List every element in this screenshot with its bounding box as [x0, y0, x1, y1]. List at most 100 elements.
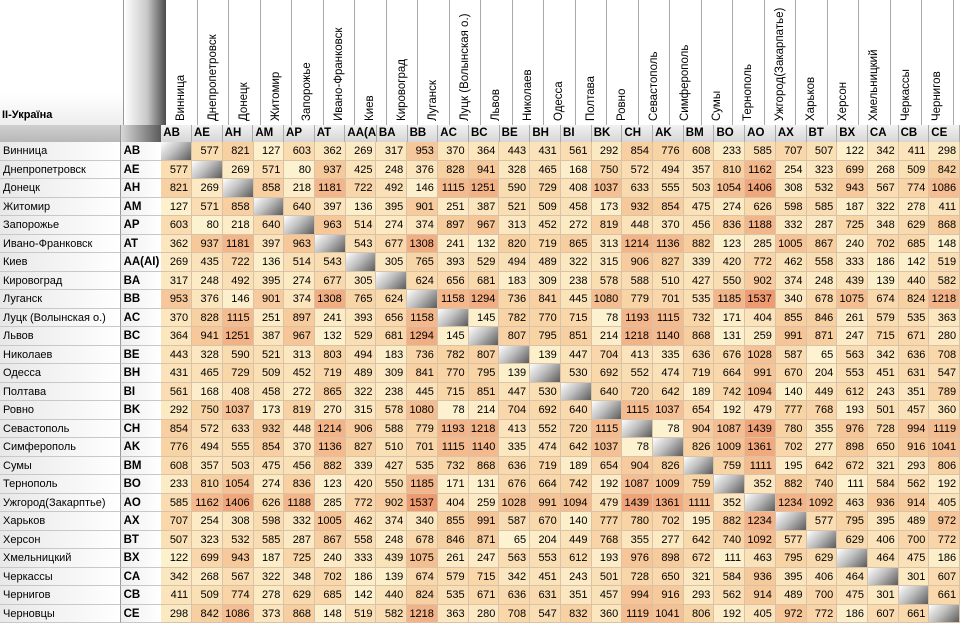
distance-cell[interactable]: 503: [684, 179, 715, 198]
distance-cell[interactable]: 131: [714, 327, 745, 346]
distance-cell[interactable]: 189: [561, 457, 592, 476]
distance-cell[interactable]: 411: [929, 198, 960, 217]
distance-cell[interactable]: 475: [837, 586, 868, 605]
distance-cell[interactable]: 269: [161, 253, 192, 272]
column-header[interactable]: Харьков: [796, 0, 828, 125]
distance-cell[interactable]: 1086: [929, 179, 960, 198]
row-city-name[interactable]: Полтава: [0, 383, 121, 402]
column-code[interactable]: AH: [223, 125, 254, 142]
row-city-name[interactable]: Тернополь: [0, 475, 121, 494]
distance-cell[interactable]: 189: [684, 383, 715, 402]
row-city-name[interactable]: Черновцы: [0, 605, 121, 623]
distance-cell[interactable]: 509: [254, 364, 285, 383]
distance-cell[interactable]: 332: [776, 216, 807, 235]
distance-cell[interactable]: 427: [684, 272, 715, 291]
distance-cell[interactable]: 555: [653, 179, 684, 198]
distance-cell[interactable]: 953: [407, 142, 438, 161]
distance-cell[interactable]: 836: [714, 216, 745, 235]
distance-cell[interactable]: 702: [653, 512, 684, 531]
distance-cell[interactable]: 1111: [745, 457, 776, 476]
distance-cell[interactable]: 510: [376, 438, 407, 457]
distance-cell[interactable]: 1537: [745, 290, 776, 309]
distance-cell[interactable]: 1162: [745, 161, 776, 180]
distance-cell[interactable]: 642: [807, 457, 838, 476]
distance-cell[interactable]: 664: [714, 364, 745, 383]
distance-cell[interactable]: 552: [530, 420, 561, 439]
distance-cell[interactable]: 728: [622, 568, 653, 587]
distance-cell[interactable]: 868: [684, 327, 715, 346]
distance-cell[interactable]: 292: [592, 142, 623, 161]
distance-cell[interactable]: 563: [837, 346, 868, 365]
distance-cell[interactable]: 661: [929, 586, 960, 605]
column-code[interactable]: BI: [561, 125, 592, 142]
column-code[interactable]: AC: [438, 125, 469, 142]
distance-cell[interactable]: 826: [684, 438, 715, 457]
distance-cell[interactable]: 882: [315, 457, 346, 476]
distance-cell[interactable]: 661: [899, 605, 930, 623]
distance-cell[interactable]: 806: [929, 457, 960, 476]
distance-cell[interactable]: 145: [469, 309, 500, 328]
row-city-code[interactable]: AH: [121, 179, 162, 198]
distance-cell[interactable]: 507: [807, 142, 838, 161]
distance-cell[interactable]: 1041: [929, 438, 960, 457]
distance-cell[interactable]: 937: [315, 161, 346, 180]
distance-cell[interactable]: 142: [346, 586, 377, 605]
row-city-name[interactable]: Запорожье: [0, 216, 121, 235]
distance-cell[interactable]: 274: [376, 216, 407, 235]
distance-cell[interactable]: 676: [714, 346, 745, 365]
distance-cell[interactable]: 397: [254, 235, 285, 254]
distance-cell[interactable]: 1251: [469, 179, 500, 198]
distance-cell[interactable]: 168: [192, 383, 223, 402]
distance-cell[interactable]: 335: [499, 438, 530, 457]
distance-cell[interactable]: 898: [837, 438, 868, 457]
distance-cell[interactable]: 1214: [315, 420, 346, 439]
distance-cell[interactable]: 810: [714, 161, 745, 180]
distance-cell[interactable]: 404: [745, 309, 776, 328]
distance-cell[interactable]: 932: [254, 420, 285, 439]
distance-cell[interactable]: 740: [807, 475, 838, 494]
column-code[interactable]: AB: [161, 125, 192, 142]
distance-cell[interactable]: 629: [284, 586, 315, 605]
distance-cell[interactable]: 1080: [407, 401, 438, 420]
distance-cell[interactable]: 1115: [438, 179, 469, 198]
distance-cell[interactable]: 561: [161, 383, 192, 402]
distance-cell[interactable]: 1037: [223, 401, 254, 420]
distance-cell[interactable]: 348: [868, 216, 899, 235]
distance-cell[interactable]: 315: [592, 253, 623, 272]
row-city-name[interactable]: Днепропетровск: [0, 161, 121, 180]
distance-cell[interactable]: 187: [254, 549, 285, 568]
distance-cell[interactable]: 397: [315, 198, 346, 217]
distance-cell[interactable]: 901: [254, 290, 285, 309]
distance-cell[interactable]: 708: [929, 346, 960, 365]
distance-cell[interactable]: 650: [653, 568, 684, 587]
distance-cell[interactable]: 183: [499, 272, 530, 291]
distance-cell[interactable]: 489: [530, 253, 561, 272]
distance-cell[interactable]: 248: [376, 531, 407, 550]
distance-cell[interactable]: 78: [653, 420, 684, 439]
distance-cell[interactable]: 803: [315, 346, 346, 365]
distance-cell[interactable]: 370: [438, 142, 469, 161]
distance-cell[interactable]: 192: [592, 475, 623, 494]
distance-cell[interactable]: 819: [592, 216, 623, 235]
diagonal-cell[interactable]: [684, 457, 715, 476]
column-header[interactable]: Николаев: [513, 0, 545, 125]
distance-cell[interactable]: 140: [561, 512, 592, 531]
distance-cell[interactable]: 1361: [745, 438, 776, 457]
column-code[interactable]: BT: [807, 125, 838, 142]
distance-cell[interactable]: 342: [161, 568, 192, 587]
distance-cell[interactable]: 1111: [684, 494, 715, 513]
distance-cell[interactable]: 858: [223, 198, 254, 217]
distance-cell[interactable]: 293: [684, 586, 715, 605]
distance-cell[interactable]: 501: [868, 401, 899, 420]
column-code[interactable]: BA: [377, 125, 408, 142]
row-city-name[interactable]: Винница: [0, 142, 121, 161]
distance-cell[interactable]: 411: [899, 142, 930, 161]
distance-cell[interactable]: 1193: [622, 309, 653, 328]
distance-cell[interactable]: 406: [868, 531, 899, 550]
distance-cell[interactable]: 362: [315, 142, 346, 161]
distance-cell[interactable]: 701: [653, 290, 684, 309]
column-code[interactable]: AX: [776, 125, 807, 142]
column-code[interactable]: BX: [837, 125, 868, 142]
distance-cell[interactable]: 193: [837, 401, 868, 420]
distance-cell[interactable]: 1234: [745, 512, 776, 531]
